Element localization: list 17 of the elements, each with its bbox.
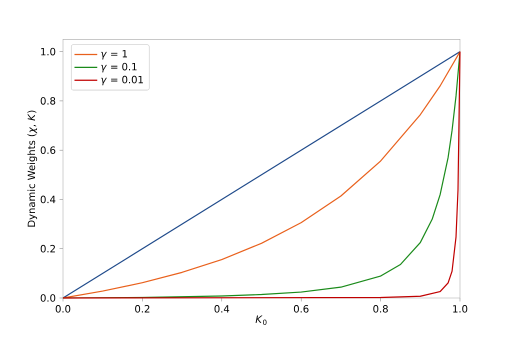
y-tick-label: 1.0 bbox=[41, 48, 56, 56]
y-tick-label: 0.0 bbox=[40, 294, 56, 302]
y-tick-label: 0.4 bbox=[40, 196, 56, 204]
legend-label: γ = 0.01 bbox=[101, 76, 143, 86]
x-axis-title: K$_{0}$ bbox=[256, 316, 267, 325]
x-tick-label: 0.2 bbox=[135, 305, 150, 313]
legend-label: γ = 0.1 bbox=[101, 62, 137, 72]
x-tick-label: 0.4 bbox=[214, 305, 230, 313]
y-tick-label: 0.6 bbox=[40, 146, 56, 154]
legend-label: γ = 1 bbox=[101, 50, 128, 60]
y-tick-label: 0.8 bbox=[40, 97, 56, 105]
y-tick-label: 0.2 bbox=[40, 244, 55, 252]
x-tick-label: 0.8 bbox=[373, 305, 388, 313]
y-axis-title: Dynamic Weights (χ, K) bbox=[27, 110, 38, 227]
x-tick-label: 0.6 bbox=[294, 305, 309, 313]
x-tick-label: 0.0 bbox=[56, 305, 70, 313]
x-tick-label: 1.0 bbox=[453, 305, 468, 313]
